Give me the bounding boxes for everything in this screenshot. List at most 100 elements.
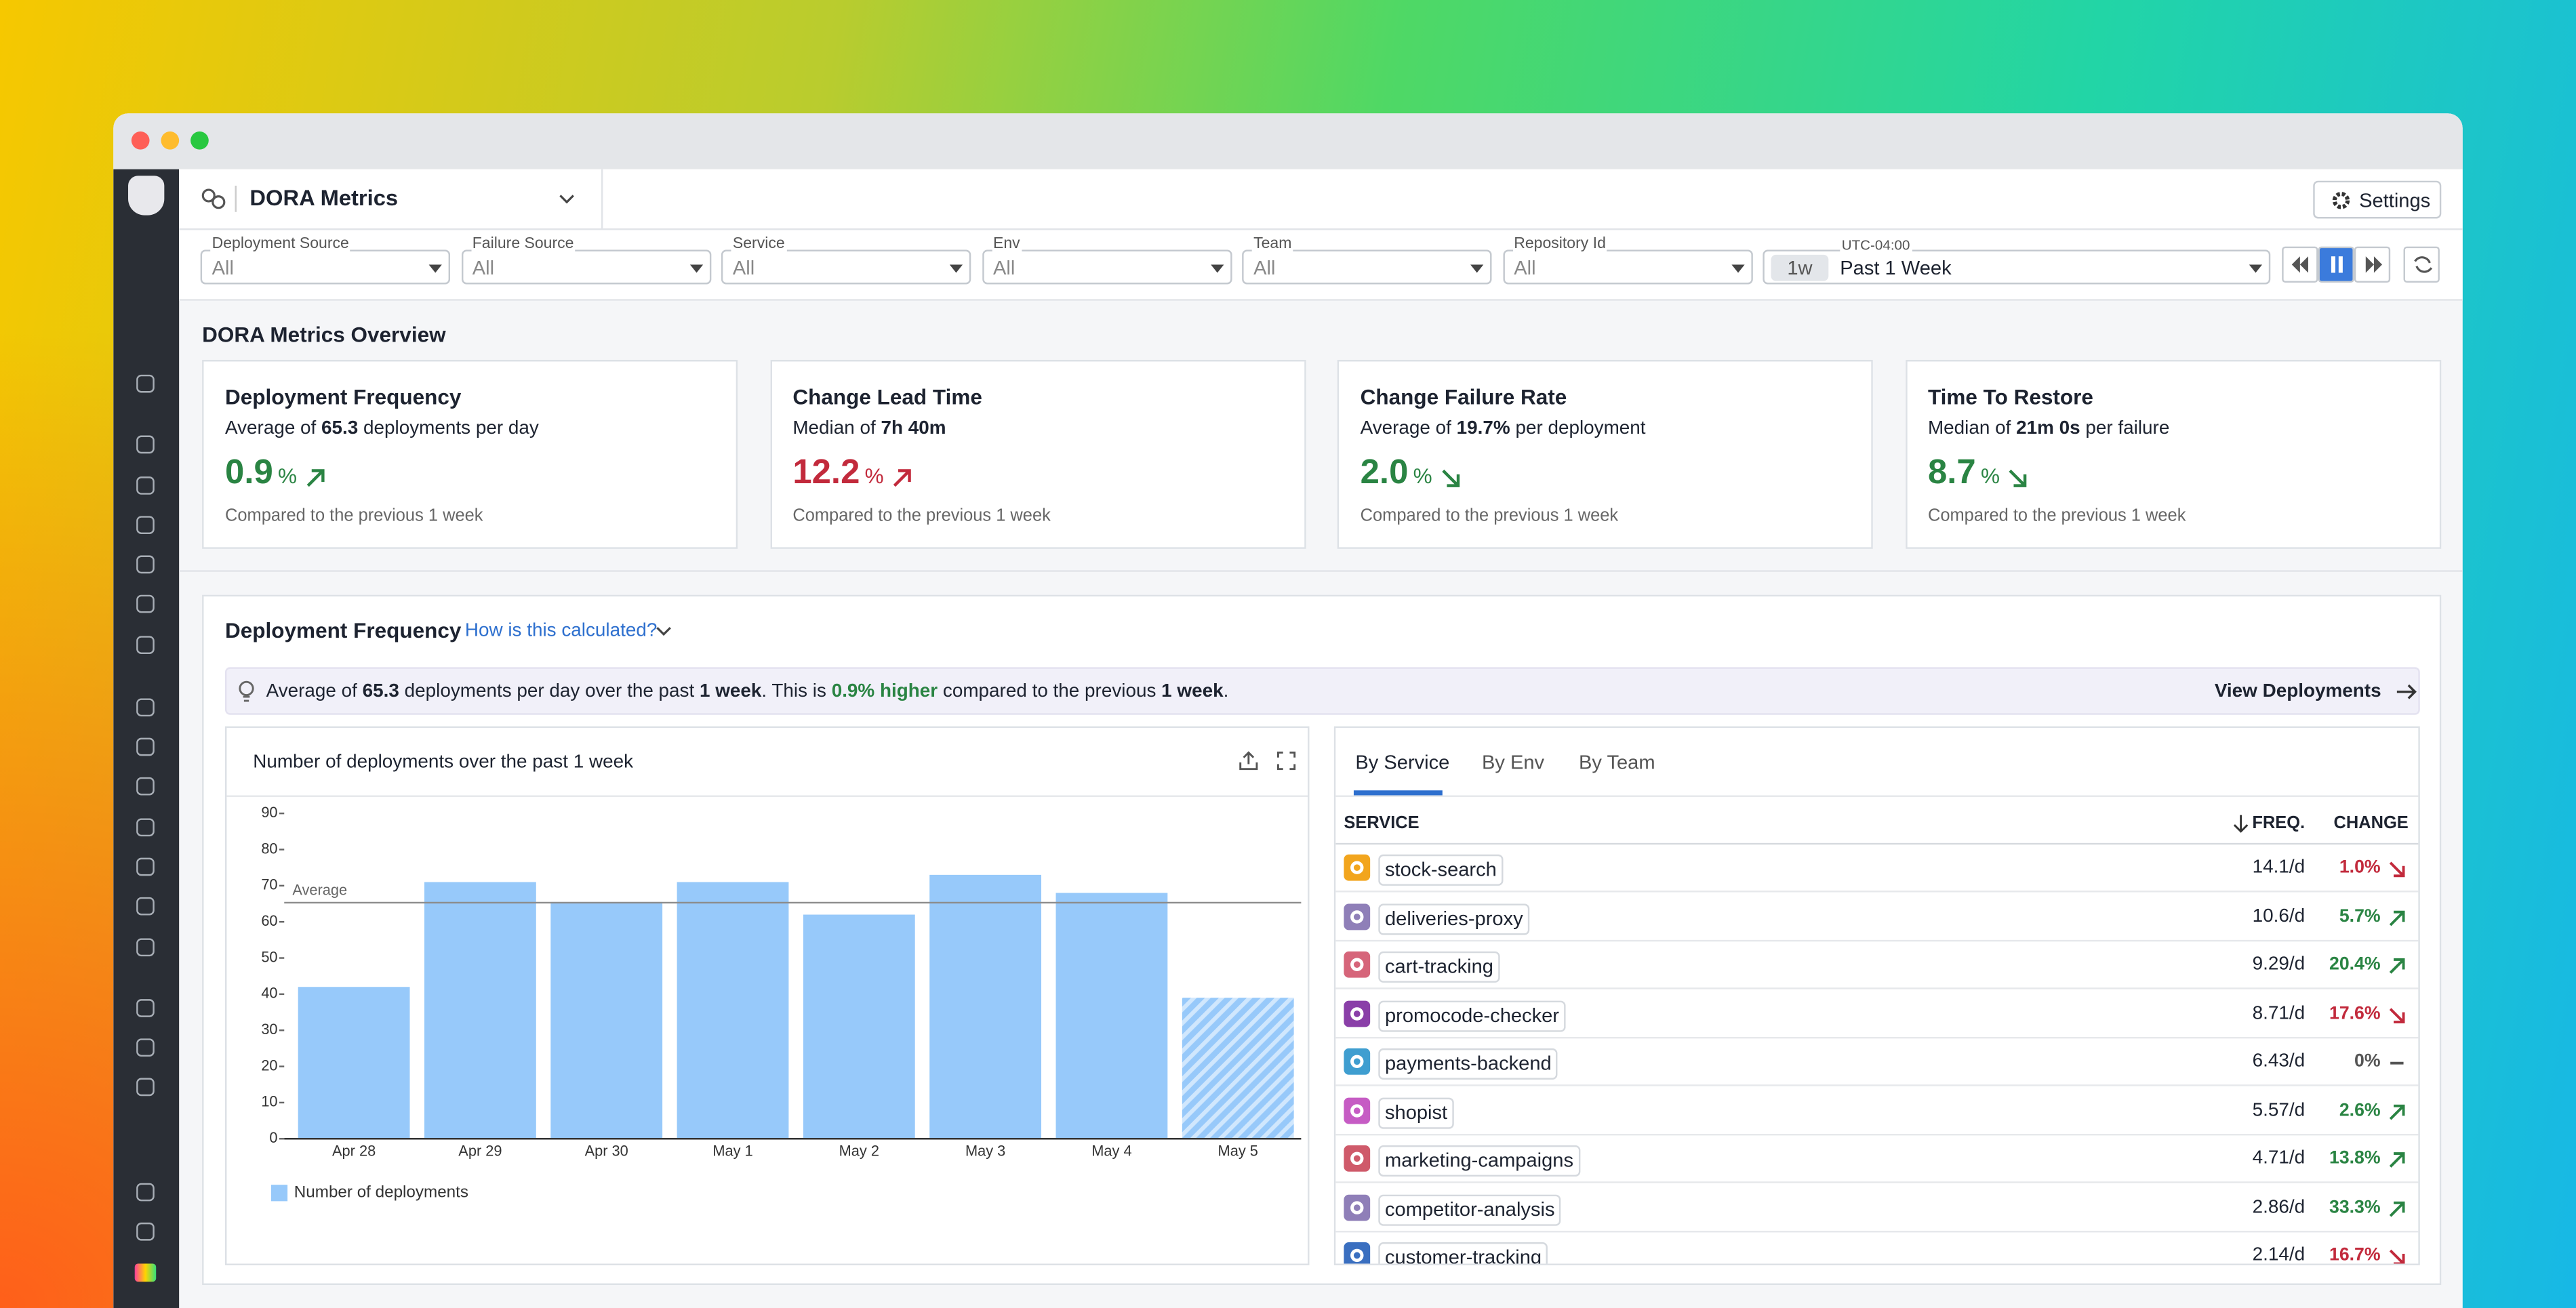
text-segment: 1 week <box>699 682 762 702</box>
text-segment: 0.9% higher <box>831 682 938 702</box>
graphic <box>1441 469 1460 487</box>
timezone: UTC-04:00 <box>1840 237 1912 253</box>
row-divider <box>1335 1084 2419 1086</box>
service-name[interactable]: marketing-campaigns <box>1378 1145 1580 1177</box>
row-divider <box>1335 1229 2419 1232</box>
refresh-button[interactable] <box>2403 246 2440 283</box>
graphic <box>893 468 911 487</box>
dropdown-caret <box>949 264 963 273</box>
service-name[interactable]: deliveries-proxy <box>1378 903 1530 935</box>
forward-icon <box>2365 256 2383 273</box>
graphic <box>2291 256 2308 273</box>
row-divider <box>1335 987 2419 989</box>
icon-glyph <box>1350 1200 1364 1214</box>
frequency: 8.71/d <box>2252 1003 2306 1023</box>
frequency: 4.71/d <box>2252 1148 2306 1168</box>
service-name[interactable]: competitor-analysis <box>1378 1193 1562 1225</box>
settings-button[interactable]: Settings <box>2313 180 2442 219</box>
trend-arrow <box>2389 861 2405 878</box>
frequency: 2.86/d <box>2252 1197 2306 1217</box>
card-title: Deployment Frequency <box>225 384 462 409</box>
row-divider <box>1335 1132 2419 1135</box>
sidebar-icon <box>136 374 155 393</box>
card-value: 2.0 <box>1360 453 1409 491</box>
graphic <box>2389 1152 2405 1168</box>
rewind-button[interactable] <box>2282 246 2318 283</box>
filter-label: Repository Id <box>1512 236 1608 253</box>
chevron <box>559 195 574 204</box>
service-name[interactable]: payments-backend <box>1378 1048 1558 1080</box>
filter-value: All <box>472 256 495 280</box>
sidebar-icon <box>136 897 155 916</box>
card-footer: Compared to the previous 1 week <box>1360 506 1619 526</box>
change: 16.7% <box>2329 1245 2381 1265</box>
app-title: DORA Metrics <box>249 185 399 211</box>
view-deployments[interactable]: View Deployments <box>2214 682 2381 702</box>
card-summary: Average of 19.7% per deployment <box>1361 415 1646 442</box>
filter[interactable]: Repository Id All <box>1502 236 1752 285</box>
card-value: 8.7 <box>1927 453 1976 491</box>
service-name[interactable]: customer-tracking <box>1378 1242 1548 1264</box>
card-summary: Median of 7h 40m <box>792 415 946 442</box>
text-segment: Median of <box>792 419 881 439</box>
sidebar-icon <box>136 938 155 957</box>
overview-title: DORA Metrics Overview <box>202 322 446 347</box>
graphic <box>428 264 442 273</box>
sidebar-icon <box>136 999 155 1017</box>
sidebar-icon <box>134 1263 157 1282</box>
text-segment: compared to the previous <box>938 682 1162 702</box>
arrow-icon <box>2396 684 2417 699</box>
pause-button[interactable] <box>2318 246 2354 283</box>
service-name[interactable]: stock-search <box>1378 854 1504 886</box>
row-divider <box>1335 891 2419 893</box>
sidebar-icon <box>136 698 155 717</box>
service-name[interactable]: cart-tracking <box>1378 951 1500 983</box>
range-badge: 1w <box>1771 254 1829 281</box>
column-header: SERVICE <box>1344 813 1420 834</box>
text-segment: 21m 0s <box>2016 419 2080 439</box>
tab[interactable]: By Service <box>1355 751 1450 774</box>
filter[interactable]: Failure Source All <box>460 236 711 285</box>
text-segment: per deployment <box>1510 419 1646 439</box>
service-name[interactable]: shopist <box>1378 1097 1454 1128</box>
time-picker[interactable]: UTC-04:00 1w Past 1 Week <box>1763 237 2271 285</box>
change: 17.6% <box>2329 1003 2381 1023</box>
help-link[interactable]: How is this calculated? <box>464 621 658 641</box>
filter-label: Service <box>731 236 787 253</box>
sidebar-icon <box>136 1222 155 1241</box>
sidebar-icon <box>136 476 155 495</box>
settings-label: Settings <box>2359 188 2431 212</box>
filter[interactable]: Service All <box>721 236 971 285</box>
card-value: 12.2 <box>792 453 860 491</box>
column-header: CHANGE <box>2333 813 2409 834</box>
dropdown-caret <box>1470 264 1484 273</box>
section-panel: Deployment Frequency How is this calculat… <box>202 594 2442 1286</box>
sidebar-icon <box>136 1183 155 1202</box>
window-control <box>190 131 209 150</box>
card-summary: Average of 65.3 deployments per day <box>225 415 539 442</box>
filter[interactable]: Team All <box>1242 236 1492 285</box>
icon-glyph <box>1350 1151 1364 1166</box>
card-unit: % <box>864 463 884 489</box>
sidebar-icon <box>136 636 155 654</box>
change: 33.3% <box>2329 1197 2381 1217</box>
divider <box>1335 842 2419 845</box>
graphic <box>2389 1103 2405 1120</box>
header: DORA Metrics Settings Deployment Source All… <box>179 169 2463 301</box>
forward-button[interactable] <box>2354 246 2391 283</box>
tab[interactable]: By Team <box>1578 751 1655 774</box>
graphic <box>2389 1200 2405 1217</box>
graphic <box>2389 910 2405 926</box>
window-control <box>161 131 180 150</box>
service-name[interactable]: promocode-checker <box>1378 1000 1566 1031</box>
text-segment: 1 week <box>1161 682 1224 702</box>
filter-value: All <box>732 256 755 280</box>
tab[interactable]: By Env <box>1481 751 1545 774</box>
card-value-row: 2.0% <box>1361 453 1464 496</box>
graphic <box>2414 256 2433 273</box>
metric-card: Change Lead Time Median of 7h 40m 12.2% Com… <box>769 359 1306 549</box>
filter[interactable]: Env All <box>982 236 1232 285</box>
sidebar-icon <box>136 737 155 756</box>
expand-icon <box>1277 752 1296 771</box>
filter[interactable]: Deployment Source All <box>200 236 451 285</box>
